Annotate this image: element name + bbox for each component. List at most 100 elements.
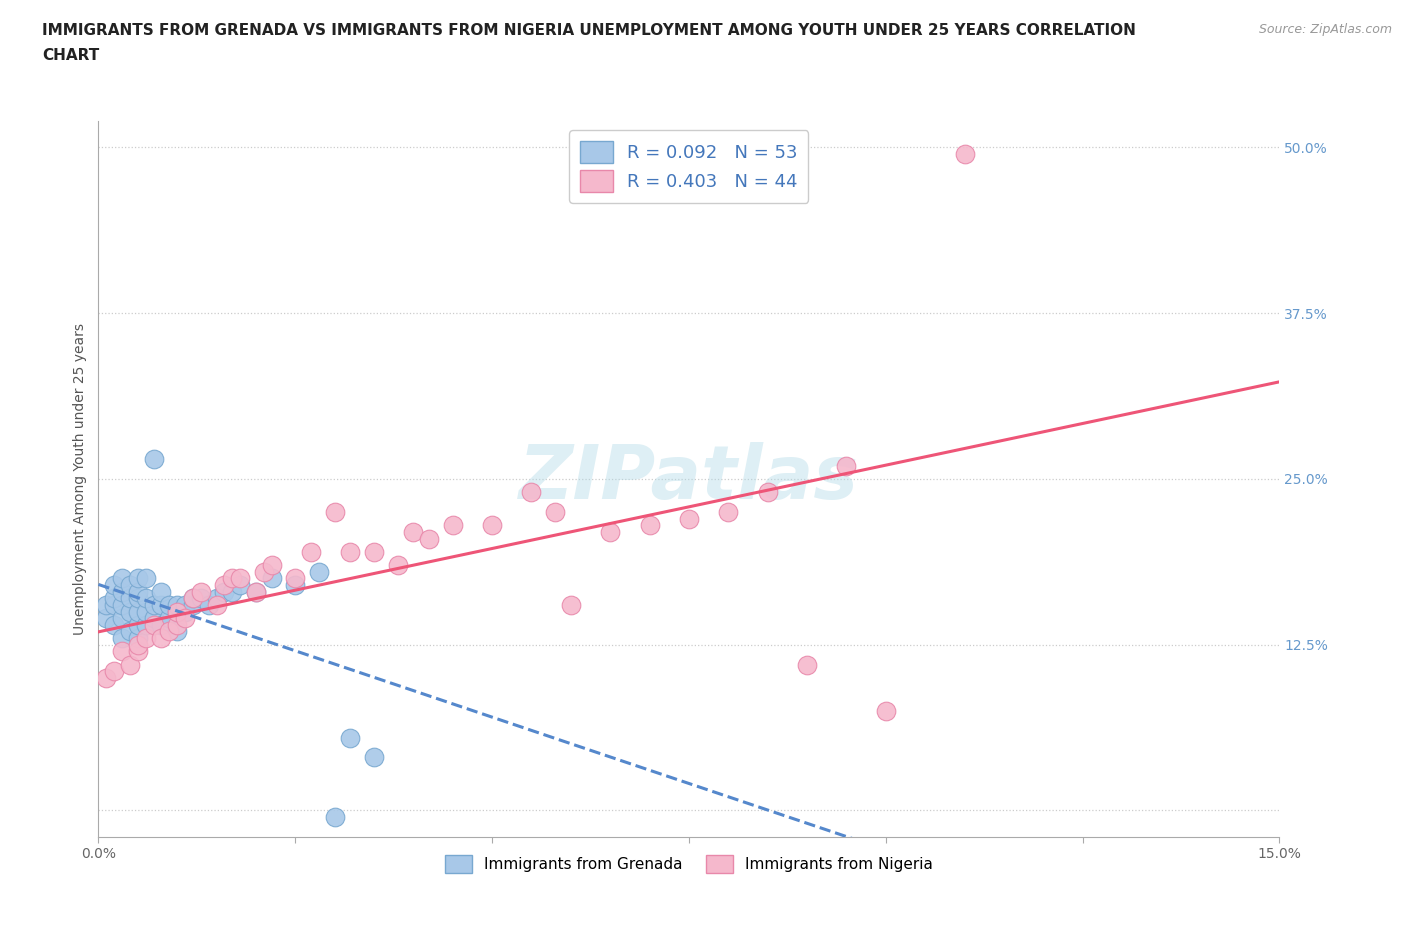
Point <box>323 505 346 520</box>
Point <box>260 571 283 586</box>
Point <box>111 584 134 599</box>
Point <box>96 611 118 626</box>
Point <box>181 591 204 605</box>
Point <box>166 604 188 619</box>
Point <box>127 618 149 632</box>
Point <box>111 597 134 612</box>
Point <box>387 558 409 573</box>
Point <box>205 597 228 612</box>
Point <box>103 597 125 612</box>
Point <box>221 571 243 586</box>
Point <box>118 658 141 672</box>
Legend: Immigrants from Grenada, Immigrants from Nigeria: Immigrants from Grenada, Immigrants from… <box>439 849 939 880</box>
Point <box>638 518 661 533</box>
Point <box>245 584 267 599</box>
Point <box>157 611 180 626</box>
Point <box>174 611 197 626</box>
Point <box>174 604 197 619</box>
Point <box>166 618 188 632</box>
Point <box>142 618 165 632</box>
Point <box>339 730 361 745</box>
Point <box>127 631 149 645</box>
Text: Source: ZipAtlas.com: Source: ZipAtlas.com <box>1258 23 1392 36</box>
Point <box>96 671 118 685</box>
Point <box>135 618 157 632</box>
Text: ZIPatlas: ZIPatlas <box>519 443 859 515</box>
Point <box>599 525 621 539</box>
Point <box>299 544 322 559</box>
Point <box>142 611 165 626</box>
Point <box>166 604 188 619</box>
Point <box>339 544 361 559</box>
Point <box>111 631 134 645</box>
Point <box>96 597 118 612</box>
Text: IMMIGRANTS FROM GRENADA VS IMMIGRANTS FROM NIGERIA UNEMPLOYMENT AMONG YOUTH UNDE: IMMIGRANTS FROM GRENADA VS IMMIGRANTS FR… <box>42 23 1136 38</box>
Point <box>166 597 188 612</box>
Point <box>229 571 252 586</box>
Point <box>127 637 149 652</box>
Point <box>127 584 149 599</box>
Point <box>111 571 134 586</box>
Point <box>142 452 165 467</box>
Point <box>135 591 157 605</box>
Point <box>796 658 818 672</box>
Point <box>181 597 204 612</box>
Point <box>214 584 236 599</box>
Point <box>284 571 307 586</box>
Point <box>678 512 700 526</box>
Point <box>323 810 346 825</box>
Point <box>157 597 180 612</box>
Point <box>481 518 503 533</box>
Point <box>229 578 252 592</box>
Point <box>363 750 385 764</box>
Point <box>520 485 543 499</box>
Point <box>363 544 385 559</box>
Point <box>284 578 307 592</box>
Point <box>253 565 276 579</box>
Point <box>245 584 267 599</box>
Point <box>441 518 464 533</box>
Point <box>174 597 197 612</box>
Point <box>260 558 283 573</box>
Text: CHART: CHART <box>42 48 100 63</box>
Point <box>214 578 236 592</box>
Point <box>205 591 228 605</box>
Point <box>135 604 157 619</box>
Point <box>197 597 219 612</box>
Point <box>135 631 157 645</box>
Point <box>166 624 188 639</box>
Point <box>402 525 425 539</box>
Point <box>181 591 204 605</box>
Point <box>111 644 134 658</box>
Point <box>190 591 212 605</box>
Point <box>150 584 173 599</box>
Point <box>103 578 125 592</box>
Point <box>111 611 134 626</box>
Point <box>127 571 149 586</box>
Point <box>221 584 243 599</box>
Point <box>103 664 125 679</box>
Point <box>190 584 212 599</box>
Point <box>756 485 779 499</box>
Point <box>118 604 141 619</box>
Y-axis label: Unemployment Among Youth under 25 years: Unemployment Among Youth under 25 years <box>73 323 87 635</box>
Point <box>717 505 740 520</box>
Point <box>875 704 897 719</box>
Point <box>560 597 582 612</box>
Point <box>150 631 173 645</box>
Point <box>142 597 165 612</box>
Point <box>118 624 141 639</box>
Point <box>308 565 330 579</box>
Point <box>953 147 976 162</box>
Point <box>103 618 125 632</box>
Point <box>150 618 173 632</box>
Point <box>835 458 858 473</box>
Point <box>103 591 125 605</box>
Point <box>157 624 180 639</box>
Point <box>150 597 173 612</box>
Point <box>127 644 149 658</box>
Point <box>118 578 141 592</box>
Point <box>418 531 440 546</box>
Point <box>127 604 149 619</box>
Point <box>118 591 141 605</box>
